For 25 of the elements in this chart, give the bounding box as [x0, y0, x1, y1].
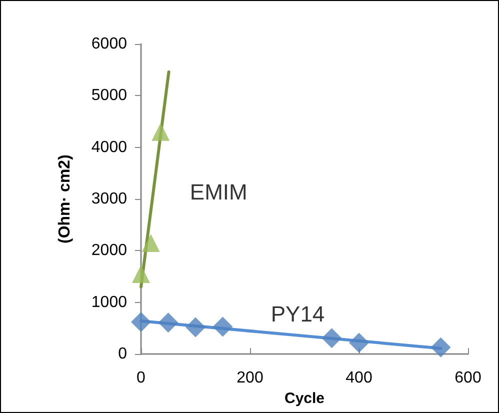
- point: [212, 316, 233, 337]
- series-label: PY14: [270, 302, 325, 327]
- y-tick-label: 6000: [91, 36, 128, 52]
- y-tick-label: 5000: [91, 87, 128, 104]
- y-tick-label: 0: [118, 346, 128, 363]
- y-tick-label: 3000: [91, 190, 128, 208]
- y-tick-label: 4000: [91, 138, 128, 156]
- point: [430, 337, 451, 358]
- point: [131, 312, 151, 332]
- point: [132, 264, 150, 283]
- x-axis-title: Cycle: [284, 390, 325, 407]
- x-tick-label: 0: [136, 370, 146, 387]
- series-label: EMIM: [190, 179, 248, 204]
- y-axis-title: (Ohm· cm2): [56, 154, 74, 244]
- y-tick-label: 1000: [91, 294, 128, 311]
- x-tick-label: 600: [454, 370, 482, 387]
- point: [142, 234, 160, 252]
- point: [152, 122, 170, 141]
- y-tick-label: 2000: [91, 242, 128, 260]
- point: [158, 312, 178, 333]
- point: [349, 332, 369, 353]
- x-tick-label: 400: [346, 370, 372, 387]
- x-tick-label: 200: [236, 370, 264, 387]
- point: [322, 328, 342, 348]
- point: [186, 317, 206, 338]
